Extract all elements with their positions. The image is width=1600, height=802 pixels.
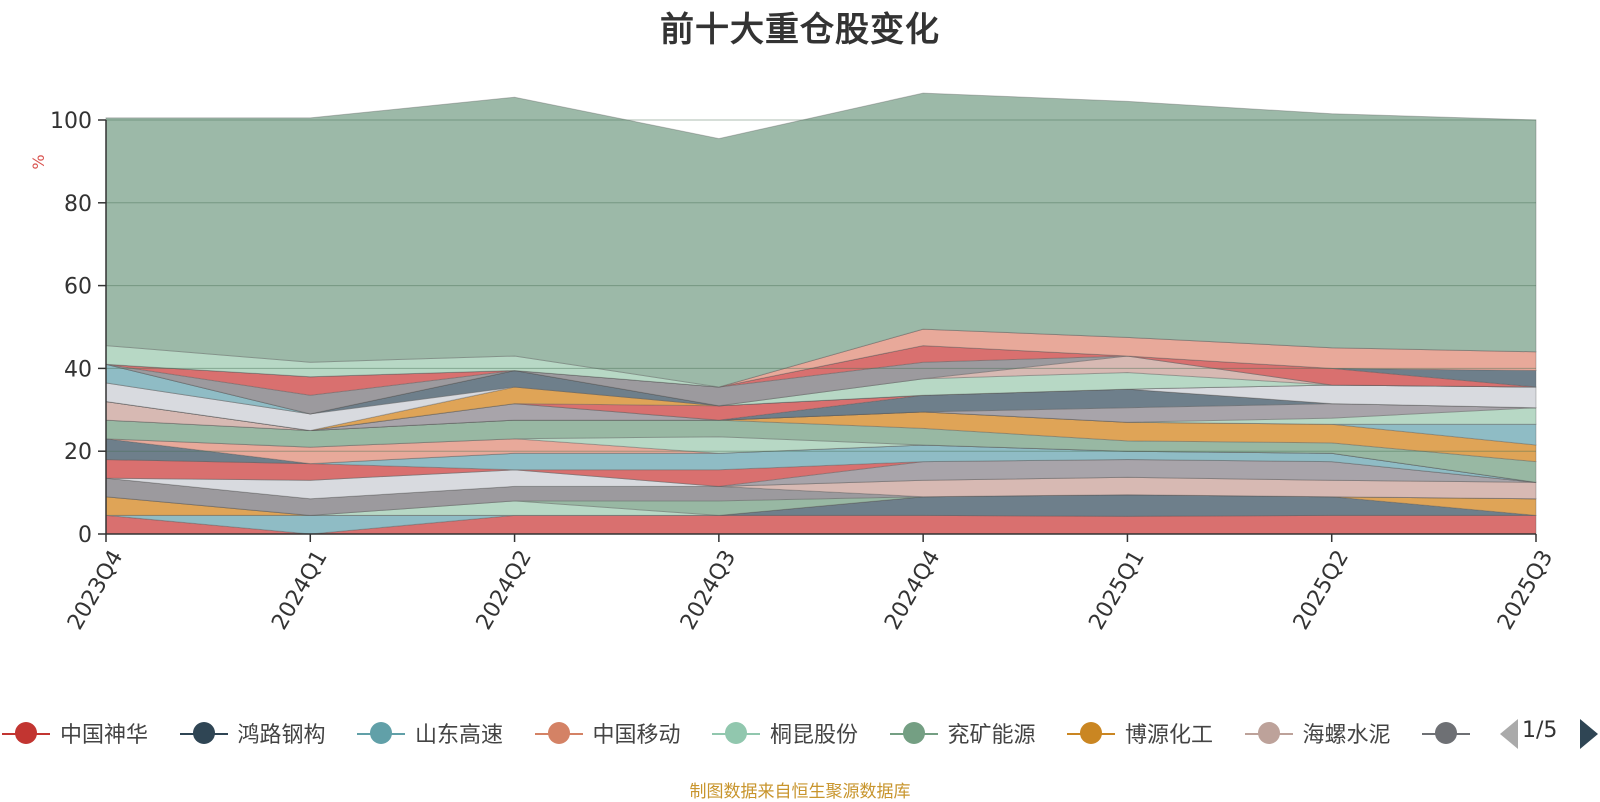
source-note: 制图数据来自恒生聚源数据库	[689, 782, 911, 802]
legend-dot-icon	[370, 722, 392, 744]
gridlines	[106, 119, 1536, 452]
legend-prev-page-button[interactable]	[1500, 719, 1518, 749]
legend-item-label: 中国移动	[592, 723, 681, 748]
legend-dot-icon	[1080, 722, 1102, 744]
legend-item-label: 博源化工	[1125, 723, 1214, 748]
x-tick-label: 2024Q1	[267, 546, 332, 634]
y-tick-label: 60	[64, 275, 92, 300]
series-area-34	[105, 92, 1537, 388]
legend-item-label: 鸿路钢构	[237, 723, 326, 748]
series-areas	[105, 92, 1537, 535]
legend-page-indicator: 1/5	[1522, 718, 1558, 743]
chart-title: 前十大重仓股变化	[660, 10, 940, 50]
legend-dot-icon	[1435, 722, 1457, 744]
legend-dot-icon	[1257, 722, 1280, 744]
x-tick-label: 2025Q2	[1289, 546, 1354, 634]
legend-dot-icon	[902, 722, 925, 744]
x-tick-label: 2025Q3	[1493, 546, 1558, 634]
y-tick-label: 20	[64, 440, 92, 465]
x-tick-label: 2023Q4	[63, 546, 128, 634]
legend-next-page-button[interactable]	[1580, 719, 1598, 749]
legend-item-label: 山东高速	[415, 723, 504, 748]
legend-item-label: 海螺水泥	[1302, 723, 1391, 748]
x-tick-label: 2024Q2	[472, 546, 537, 634]
legend: 中国神华 鸿路钢构 山东高速 中国移动 桐昆股份 兖矿能源 博源化工 海螺水泥	[0, 713, 1600, 753]
x-tick-label: 2024Q3	[676, 546, 741, 634]
x-tick-label: 2024Q4	[880, 546, 945, 634]
y-tick-label: 100	[50, 109, 92, 134]
y-tick-label: 80	[64, 192, 92, 217]
y-tick-label: 40	[64, 357, 92, 382]
series-area-24	[105, 382, 1537, 432]
y-tick-label: 0	[78, 523, 92, 548]
chart-plot: 0 20 40 60 80 100 2023Q4 2024Q1 2024Q2 2024Q3 2024…	[29, 92, 1558, 634]
legend-dot-icon	[547, 722, 570, 744]
legend-item-label: 桐昆股份	[770, 723, 859, 748]
y-axis-label: %	[29, 154, 48, 169]
legend-dot-icon	[192, 722, 215, 744]
legend-item-label: 中国神华	[60, 723, 149, 748]
legend-dot-icon	[725, 722, 747, 744]
legend-item-label: 兖矿能源	[947, 723, 1036, 748]
x-tick-label: 2025Q1	[1084, 546, 1149, 634]
legend-dot-icon	[15, 722, 37, 744]
